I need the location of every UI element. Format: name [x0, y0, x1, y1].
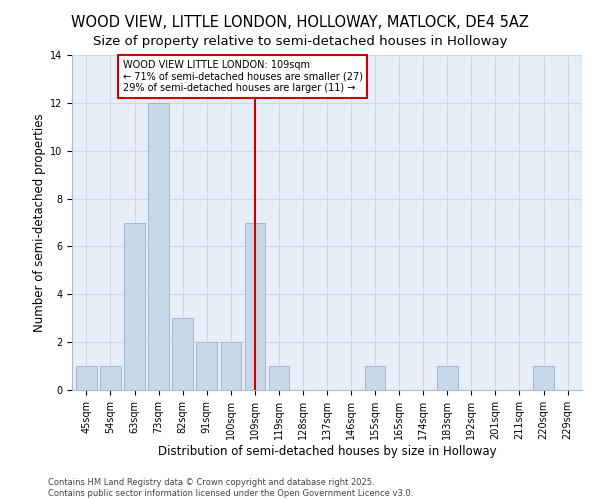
Bar: [245, 222, 265, 390]
Bar: [148, 103, 169, 390]
Bar: [221, 342, 241, 390]
Text: Size of property relative to semi-detached houses in Holloway: Size of property relative to semi-detach…: [93, 35, 507, 48]
Text: WOOD VIEW LITTLE LONDON: 109sqm
← 71% of semi-detached houses are smaller (27)
2: WOOD VIEW LITTLE LONDON: 109sqm ← 71% of…: [122, 60, 362, 93]
Bar: [100, 366, 121, 390]
Bar: [365, 366, 385, 390]
Y-axis label: Number of semi-detached properties: Number of semi-detached properties: [33, 113, 46, 332]
Bar: [196, 342, 217, 390]
Bar: [533, 366, 554, 390]
Text: Contains HM Land Registry data © Crown copyright and database right 2025.
Contai: Contains HM Land Registry data © Crown c…: [48, 478, 413, 498]
Bar: [76, 366, 97, 390]
X-axis label: Distribution of semi-detached houses by size in Holloway: Distribution of semi-detached houses by …: [158, 444, 496, 458]
Bar: [124, 222, 145, 390]
Bar: [269, 366, 289, 390]
Bar: [437, 366, 458, 390]
Text: WOOD VIEW, LITTLE LONDON, HOLLOWAY, MATLOCK, DE4 5AZ: WOOD VIEW, LITTLE LONDON, HOLLOWAY, MATL…: [71, 15, 529, 30]
Bar: [172, 318, 193, 390]
